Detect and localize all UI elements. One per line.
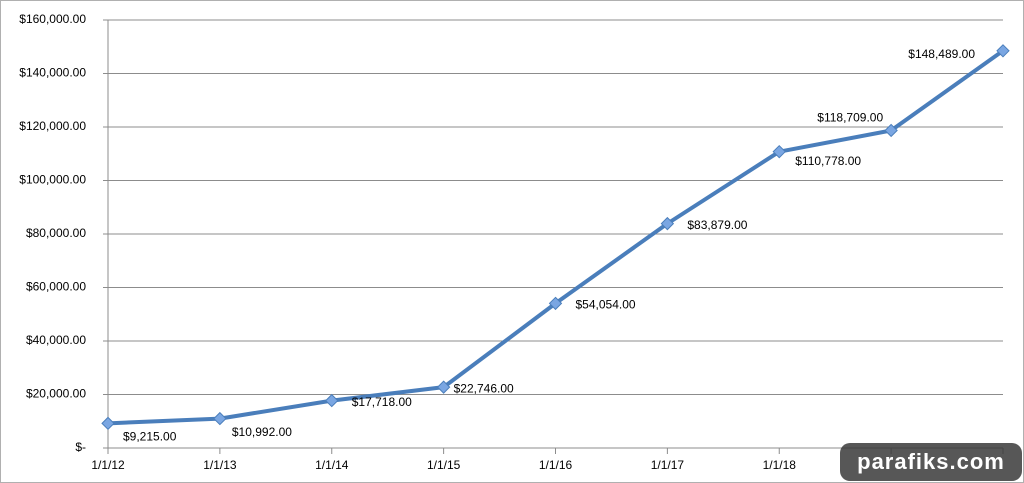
data-label: $54,054.00: [576, 298, 636, 312]
data-label: $9,215.00: [123, 430, 177, 444]
y-tick-label: $140,000.00: [19, 66, 86, 80]
data-label: $10,992.00: [232, 425, 292, 439]
data-label: $17,718.00: [352, 395, 412, 409]
y-tick-label: $160,000.00: [19, 12, 86, 26]
x-tick-label: 1/1/16: [539, 458, 573, 472]
y-tick-label: $40,000.00: [26, 333, 86, 347]
x-tick-label: 1/1/17: [651, 458, 685, 472]
y-tick-label: $20,000.00: [26, 387, 86, 401]
data-label: $110,778.00: [795, 154, 861, 168]
x-tick-label: 1/1/18: [763, 458, 797, 472]
marker: [436, 380, 451, 394]
data-label: $22,746.00: [454, 381, 514, 395]
marker: [884, 123, 898, 138]
marker: [772, 144, 786, 159]
y-tick-label: $120,000.00: [19, 119, 86, 133]
x-tick-label: 1/1/13: [203, 458, 237, 472]
marker: [213, 411, 227, 426]
watermark: parafiks.com: [857, 449, 1005, 474]
x-tick-label: 1/1/15: [427, 458, 461, 472]
y-tick-label: $100,000.00: [19, 173, 86, 187]
y-tick-label: $80,000.00: [26, 226, 86, 240]
marker: [325, 393, 339, 408]
marker: [548, 296, 563, 311]
x-tick-label: 1/1/14: [315, 458, 349, 472]
marker: [660, 216, 675, 231]
plot-area: $- $20,000.00 $40,000.00 $60,000.00 $80,000.…: [19, 12, 1010, 472]
watermark-box: [840, 443, 1022, 481]
marker: [101, 416, 115, 431]
x-tick-label: 1/1/12: [91, 458, 125, 472]
data-label: $118,709.00: [817, 111, 883, 125]
data-label: $83,879.00: [687, 218, 747, 232]
data-label: $148,489.00: [908, 47, 975, 61]
y-tick-label: $-: [75, 440, 86, 454]
y-tick-label: $60,000.00: [26, 280, 86, 294]
marker: [996, 44, 1010, 58]
